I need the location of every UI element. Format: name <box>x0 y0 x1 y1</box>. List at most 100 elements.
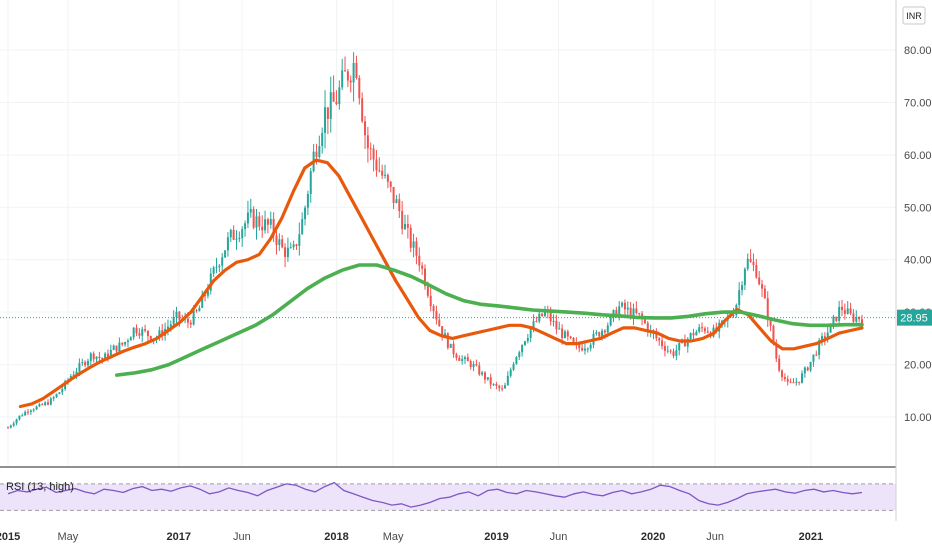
candle-body <box>372 148 375 160</box>
candle-body <box>132 327 135 338</box>
candle-body <box>861 319 863 324</box>
candle-body <box>306 194 309 208</box>
candle-body <box>578 344 581 349</box>
candle-body <box>329 92 332 119</box>
candle-body <box>158 330 161 339</box>
candle-body <box>115 345 118 352</box>
candle-body <box>304 207 307 220</box>
candle-body <box>18 415 21 420</box>
candle-body <box>12 423 15 426</box>
candle-body <box>569 336 572 338</box>
candle-body <box>552 320 555 322</box>
candle-body <box>455 354 458 358</box>
candle-body <box>341 70 344 88</box>
candle-body <box>361 98 364 122</box>
candle-body <box>124 342 127 345</box>
candle-body <box>189 322 192 325</box>
candle-body <box>384 174 387 176</box>
candle-body <box>515 357 518 364</box>
candle-body <box>549 311 552 322</box>
candle-body <box>215 266 218 268</box>
candle-body <box>695 331 698 336</box>
y-tick-label: 10.00 <box>904 412 932 424</box>
candle-body <box>543 311 546 316</box>
x-tick-label: 2021 <box>799 531 823 543</box>
candle-body <box>818 340 821 355</box>
currency-label: INR <box>906 11 922 21</box>
candle-body <box>358 77 361 99</box>
candle-body <box>555 320 558 330</box>
candle-body <box>518 352 521 358</box>
candle-body <box>795 381 798 383</box>
candle-body <box>244 223 247 230</box>
candle-body <box>666 350 669 352</box>
y-tick-label: 20.00 <box>904 360 932 372</box>
candle-body <box>655 333 658 339</box>
candle-body <box>815 354 818 356</box>
candle-body <box>15 419 18 424</box>
candle-body <box>375 159 378 171</box>
x-tick-label: May <box>57 531 78 543</box>
candle-body <box>258 216 261 227</box>
candle-body <box>632 308 635 318</box>
candle-body <box>109 349 112 358</box>
candle-body <box>52 397 55 399</box>
candle-body <box>172 316 175 325</box>
candle-body <box>678 342 681 351</box>
x-tick-label: Jun <box>233 531 251 543</box>
candle-body <box>295 244 298 246</box>
last-price-badge: 28.95 <box>897 309 932 326</box>
candle-body <box>606 325 609 333</box>
candle-body <box>783 376 786 380</box>
candle-body <box>101 357 104 360</box>
candle-body <box>452 343 455 355</box>
candle-body <box>26 411 29 413</box>
candle-body <box>775 344 778 359</box>
candle-body <box>618 306 621 318</box>
candle-body <box>829 323 832 333</box>
candle-body <box>424 268 427 287</box>
candle-body <box>235 238 238 240</box>
candle-body <box>24 411 27 416</box>
candle-body <box>126 340 129 343</box>
candle-body <box>166 326 169 329</box>
candle-body <box>469 361 472 368</box>
candle-body <box>512 363 515 370</box>
x-tick-label: Jun <box>550 531 568 543</box>
candle-body <box>338 87 341 105</box>
candle-body <box>489 377 492 385</box>
candle-body <box>472 364 475 368</box>
currency-badge[interactable]: INR <box>902 6 926 25</box>
candle-body <box>344 70 347 72</box>
x-tick-label: May <box>383 531 404 543</box>
x-axis: 2015 May 2017 Jun 2018 May 2019 Jun 2020 Jun 2021 <box>0 531 823 543</box>
candle-body <box>463 357 466 360</box>
candle-body <box>289 247 292 249</box>
rsi-line <box>7 481 863 508</box>
candle-body <box>46 402 49 405</box>
candle-body <box>835 316 838 321</box>
candle-body <box>229 229 232 238</box>
candle-body <box>781 370 784 377</box>
candle-body <box>146 330 149 337</box>
candle-body <box>669 350 672 352</box>
candle-body <box>192 310 195 325</box>
candle-body <box>778 358 781 371</box>
candle-body <box>492 384 495 386</box>
candle-body <box>483 372 486 380</box>
candle-body <box>275 235 278 245</box>
candle-body <box>224 250 227 258</box>
candle-body <box>532 321 535 330</box>
candle-body <box>766 298 769 321</box>
candle-body <box>81 362 84 364</box>
candle-body <box>426 286 429 296</box>
candle-body <box>89 353 92 361</box>
candle-body <box>364 121 367 136</box>
candle-body <box>638 313 641 315</box>
candle-body <box>658 338 661 341</box>
y-tick-label: 70.00 <box>904 97 932 109</box>
candle-body <box>495 384 498 386</box>
candle-body <box>572 337 575 343</box>
candle-body <box>706 331 709 333</box>
